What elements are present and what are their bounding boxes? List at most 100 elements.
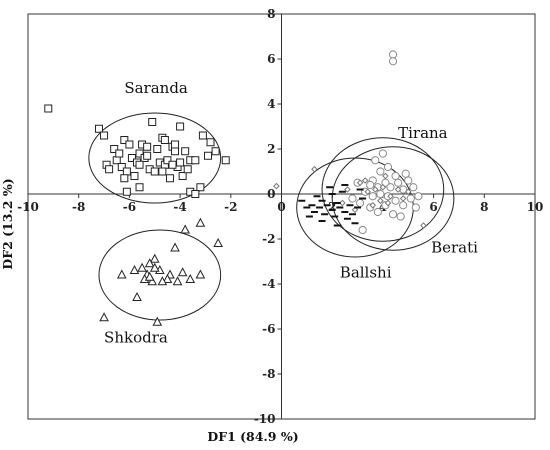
square-point (112, 156, 121, 165)
group-ellipse (88, 112, 222, 204)
group-ellipse (98, 229, 222, 321)
square-point (135, 183, 144, 192)
circle-point (388, 50, 398, 59)
x-tick-label: 6 (429, 200, 437, 214)
triangle-point (144, 271, 155, 281)
group-ellipse (321, 137, 445, 242)
diamond-point (384, 199, 392, 207)
circle-point (378, 149, 387, 158)
group-label: Saranda (124, 79, 188, 97)
square-point (153, 145, 162, 153)
triangle-point (116, 269, 127, 279)
square-point (122, 167, 131, 176)
y-tick-label: -10 (254, 412, 276, 426)
square-point (163, 156, 172, 165)
y-tick-label: 0 (267, 187, 275, 201)
square-point (148, 118, 157, 126)
y-tick-label: -4 (262, 277, 275, 291)
x-tick-label: 0 (277, 200, 285, 214)
circle-point (409, 183, 418, 192)
circle-point (373, 207, 382, 217)
group-ellipses (88, 112, 455, 321)
diamond-point (371, 186, 379, 193)
data-points (44, 50, 427, 326)
square-point (198, 131, 207, 140)
y-tick-label: -8 (262, 367, 275, 381)
circle-point (391, 171, 400, 181)
circle-point (414, 192, 423, 201)
circle-point (386, 183, 395, 192)
diamond-point (377, 197, 384, 205)
square-point (160, 136, 169, 144)
x-tick-label: -6 (123, 200, 136, 214)
square-point (143, 142, 152, 151)
square-point (176, 122, 185, 131)
circle-point (396, 212, 405, 221)
group-label: Tirana (398, 124, 448, 142)
square-point (127, 154, 136, 162)
square-point (135, 160, 144, 169)
circle-point (383, 162, 393, 172)
square-point (191, 190, 200, 198)
triangle-point (180, 224, 191, 234)
circle-point (391, 196, 400, 205)
diamond-point (364, 188, 371, 196)
triangle-point (213, 237, 223, 247)
y-axis-title: DF2 (13.2 %) (0, 178, 15, 269)
y-tick-label: -2 (262, 232, 275, 246)
triangle-point (132, 291, 142, 301)
triangle-point (195, 217, 206, 227)
triangle-point (149, 262, 160, 272)
square-point (171, 147, 180, 156)
diamond-point (404, 188, 412, 196)
group-ellipse (331, 146, 455, 251)
square-point (158, 167, 167, 176)
square-point (168, 160, 177, 169)
circle-point (358, 225, 367, 235)
square-point (206, 138, 215, 147)
y-tick-label: 4 (267, 97, 275, 111)
square-point (203, 151, 212, 160)
x-tick-label: -8 (72, 200, 85, 214)
circle-point (348, 194, 357, 203)
triangle-point (149, 253, 160, 263)
square-point (178, 172, 187, 180)
diamond-point (420, 222, 427, 229)
diamond-point (379, 183, 387, 191)
diamond-point (273, 182, 280, 190)
diamond-point (311, 165, 318, 173)
circle-point (399, 201, 408, 210)
circle-point (411, 203, 420, 212)
triangle-point (129, 264, 140, 274)
square-point (143, 151, 152, 160)
triangle-point (170, 242, 180, 252)
diamond-point (356, 179, 364, 187)
y-tick-label: 6 (267, 52, 275, 66)
triangle-point (185, 273, 196, 283)
square-point (120, 136, 129, 144)
diamond-point (369, 201, 377, 209)
diamond-point (344, 186, 351, 193)
square-point (191, 156, 200, 165)
circle-point (404, 176, 413, 185)
circle-point (376, 167, 385, 176)
circle-point (355, 198, 365, 208)
square-point (221, 156, 230, 165)
triangle-point (172, 276, 183, 286)
x-tick-label: 2 (328, 200, 336, 214)
triangle-point (147, 276, 158, 286)
square-point (117, 163, 126, 171)
square-point (135, 149, 144, 158)
triangle-point (144, 258, 155, 268)
circle-point (368, 192, 377, 201)
x-tick-label: 8 (480, 200, 488, 214)
square-point (150, 167, 159, 176)
triangle-point (157, 276, 168, 286)
square-point (110, 145, 119, 153)
circle-point (376, 189, 385, 199)
diamond-point (399, 195, 407, 202)
triangle-point (99, 312, 109, 322)
circle-point (394, 178, 403, 187)
x-tick-label: -4 (173, 200, 186, 214)
